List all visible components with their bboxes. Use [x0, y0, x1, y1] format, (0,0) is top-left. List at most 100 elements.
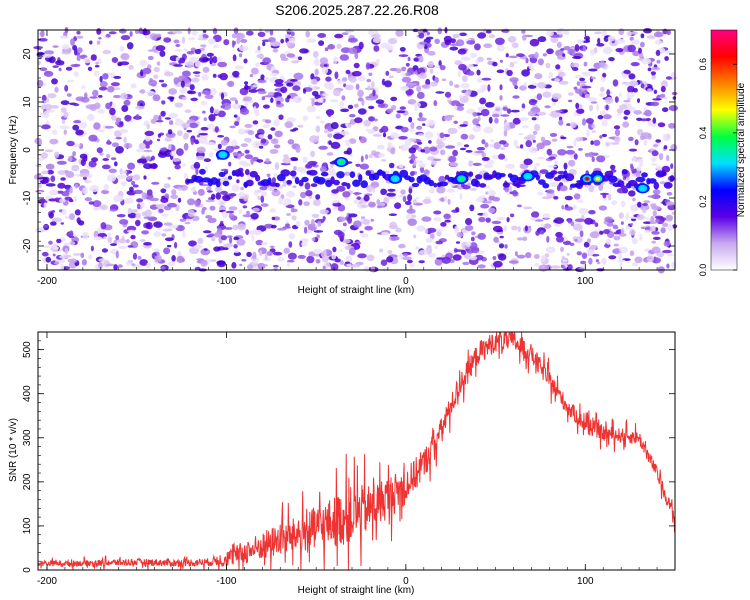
- heatmap-cell: [155, 204, 165, 209]
- heatmap-line-cell: [608, 175, 618, 183]
- heatmap-cell: [613, 136, 621, 143]
- heatmap-cell: [498, 253, 507, 261]
- heatmap-cell: [44, 149, 54, 153]
- heatmap-cell: [80, 252, 85, 258]
- heatmap-cell: [388, 213, 397, 216]
- heatmap-cell: [246, 251, 252, 257]
- heatmap-cell: [115, 235, 120, 241]
- heatmap-cell: [584, 185, 589, 188]
- heatmap-cell: [360, 233, 369, 238]
- heatmap-cell: [208, 114, 216, 122]
- heatmap-cell: [333, 89, 341, 97]
- heatmap-cell: [426, 42, 432, 48]
- heatmap-cell: [274, 79, 284, 84]
- heatmap-cell: [553, 196, 559, 200]
- heatmap-cell: [180, 80, 185, 88]
- heatmap-cell: [580, 260, 587, 265]
- heatmap-line-cell: [604, 170, 614, 178]
- heatmap-cell: [613, 125, 621, 130]
- heatmap-cell: [546, 48, 554, 55]
- heatmap-cell: [72, 151, 76, 157]
- heatmap-cell: [426, 36, 434, 40]
- heatmap-cell: [531, 99, 538, 103]
- heatmap-cell: [251, 234, 255, 242]
- heatmap-cell: [498, 243, 505, 249]
- heatmap-cell: [420, 149, 426, 153]
- heatmap-cell: [152, 94, 161, 102]
- heatmap-cell: [271, 216, 276, 221]
- heatmap-cell: [518, 132, 524, 136]
- heatmap-cell: [64, 84, 69, 92]
- heatmap-cell: [237, 128, 247, 135]
- heatmap-cell: [110, 82, 120, 87]
- heatmap-cell: [407, 194, 413, 202]
- heatmap-cell: [591, 130, 596, 133]
- heatmap-line-cell: [320, 171, 329, 177]
- heatmap-cell: [280, 86, 288, 94]
- heatmap-cell: [506, 217, 510, 223]
- heatmap-cell: [472, 125, 482, 133]
- heatmap-cell: [167, 176, 171, 180]
- heatmap-cell: [512, 189, 518, 197]
- heatmap-cell: [493, 236, 499, 243]
- heatmap-cell: [124, 197, 134, 204]
- heatmap-peak: [220, 152, 226, 157]
- heatmap-cell: [315, 194, 321, 200]
- heatmap-cell: [570, 62, 580, 68]
- heatmap-cell: [527, 84, 537, 89]
- heatmap-cell: [583, 90, 587, 95]
- heatmap-cell: [297, 124, 304, 128]
- heatmap-cell: [429, 187, 435, 194]
- heatmap-cell: [177, 197, 182, 203]
- heatmap-cell: [146, 262, 151, 269]
- heatmap-cell: [651, 240, 656, 244]
- heatmap-cell: [161, 233, 167, 237]
- heatmap-cell: [101, 164, 111, 170]
- heatmap-cell: [145, 144, 150, 149]
- heatmap-cell: [141, 211, 148, 217]
- heatmap-cell: [89, 96, 98, 99]
- heatmap-cell: [161, 147, 168, 152]
- heatmap-line-cell: [550, 170, 558, 175]
- heatmap-cell: [532, 82, 538, 86]
- heatmap-cell: [436, 228, 443, 233]
- heatmap-cell: [312, 51, 319, 58]
- heatmap-cell: [470, 236, 475, 242]
- heatmap-cell: [471, 246, 480, 254]
- heatmap-cell: [663, 145, 668, 150]
- heatmap-cell: [457, 48, 467, 55]
- heatmap-cell: [51, 210, 56, 213]
- heatmap-cell: [454, 84, 460, 88]
- heatmap-cell: [359, 163, 369, 170]
- heatmap-cell: [286, 213, 291, 216]
- heatmap-cell: [529, 38, 540, 47]
- heatmap-line-cell: [316, 177, 326, 185]
- heatmap-cell: [265, 158, 270, 163]
- heatmap-cell: [522, 236, 528, 241]
- heatmap-cell: [575, 137, 584, 142]
- heatmap-cell: [120, 181, 127, 187]
- heatmap-cell: [516, 53, 525, 58]
- heatmap-cell: [622, 73, 628, 79]
- heatmap-cell: [615, 48, 624, 53]
- y-tick-label: 500: [22, 341, 33, 358]
- heatmap-line-cell: [346, 182, 351, 190]
- heatmap-cell: [158, 79, 165, 83]
- heatmap-cell: [440, 222, 447, 227]
- heatmap-cell: [280, 38, 285, 44]
- heatmap-cell: [300, 191, 307, 199]
- heatmap-cell: [577, 39, 584, 44]
- heatmap-cell: [439, 132, 445, 139]
- heatmap-cell: [433, 100, 438, 107]
- heatmap-cell: [261, 96, 266, 101]
- heatmap-cell: [302, 156, 308, 163]
- heatmap-cell: [191, 77, 200, 83]
- heatmap-cell: [323, 64, 328, 67]
- heatmap-cell: [137, 256, 142, 260]
- heatmap-cell: [349, 114, 356, 118]
- heatmap-cell: [583, 241, 590, 248]
- heatmap-cell: [573, 139, 577, 147]
- heatmap-cell: [164, 137, 172, 142]
- heatmap-cell: [40, 113, 44, 118]
- heatmap-cell: [427, 119, 436, 126]
